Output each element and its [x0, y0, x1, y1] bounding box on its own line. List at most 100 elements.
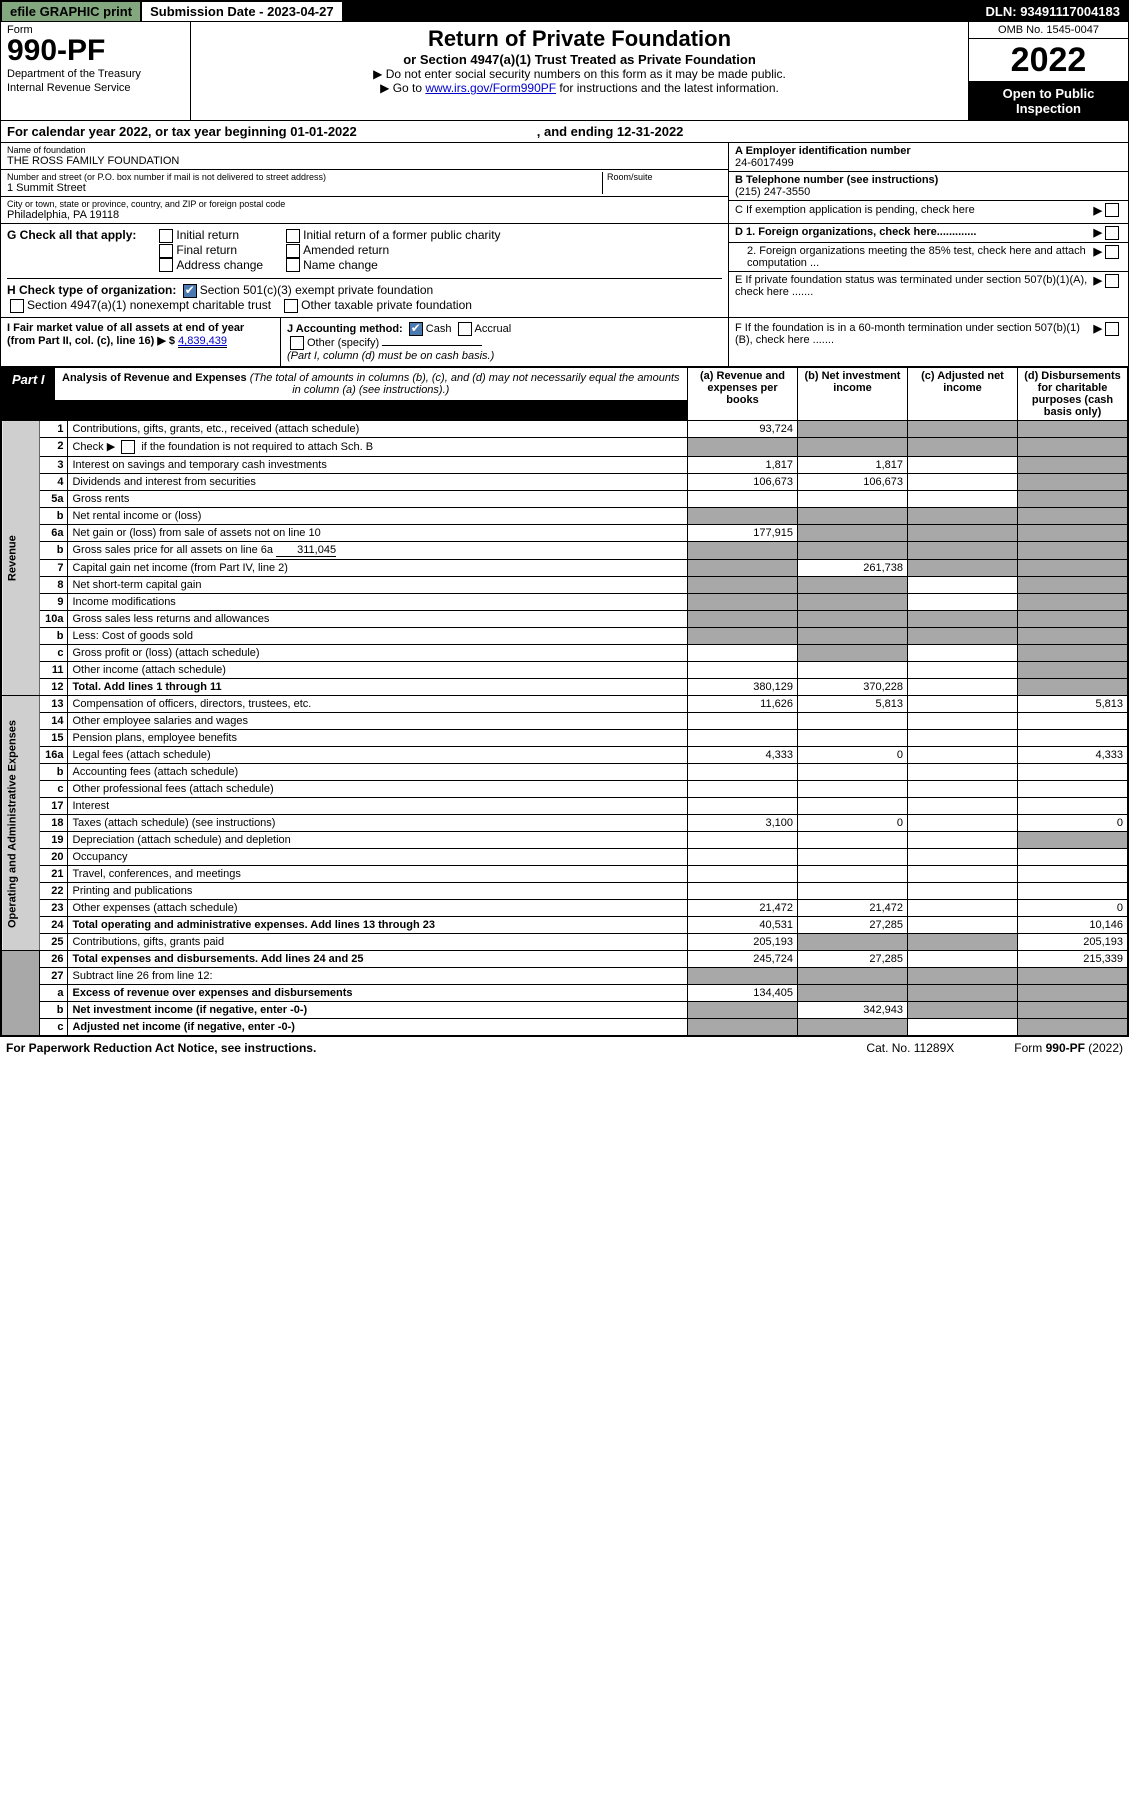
r26a: 245,724 — [688, 951, 798, 968]
h-o3: Other taxable private foundation — [301, 298, 472, 312]
arrow-icon: ▶ — [1094, 226, 1102, 240]
g-initial-former[interactable] — [286, 229, 300, 243]
r24b: 27,285 — [798, 917, 908, 934]
g-amended[interactable] — [286, 244, 300, 258]
l15: Pension plans, employee benefits — [68, 730, 688, 747]
d1: D 1. Foreign organizations, check here..… — [735, 226, 1094, 240]
j-other[interactable] — [290, 336, 304, 350]
name-block: Name of foundation THE ROSS FAMILY FOUND… — [1, 143, 728, 223]
h-o2: Section 4947(a)(1) nonexempt charitable … — [27, 298, 271, 312]
i-block: I Fair market value of all assets at end… — [1, 318, 281, 366]
j-block: J Accounting method: Cash Accrual Other … — [281, 318, 728, 366]
l16b: Accounting fees (attach schedule) — [68, 764, 688, 781]
r7b: 261,738 — [798, 560, 908, 577]
part1-table: Part I Analysis of Revenue and Expenses … — [1, 367, 1128, 1036]
irs: Internal Revenue Service — [7, 82, 184, 94]
l6bv: 311,045 — [276, 544, 336, 557]
addr-label: Number and street (or P.O. box number if… — [7, 172, 602, 182]
j-cash-lbl: Cash — [426, 323, 452, 335]
inst2-post: for instructions and the latest informat… — [556, 81, 779, 95]
l20: Occupancy — [68, 849, 688, 866]
r23d: 0 — [1018, 900, 1128, 917]
l14: Other employee salaries and wages — [68, 713, 688, 730]
irs-link[interactable]: www.irs.gov/Form990PF — [425, 81, 556, 95]
r24a: 40,531 — [688, 917, 798, 934]
c-label: C If exemption application is pending, c… — [735, 204, 975, 216]
l6bp: Gross sales price for all assets on line… — [72, 544, 273, 556]
l10b: Less: Cost of goods sold — [68, 628, 688, 645]
j-label: J Accounting method: — [287, 323, 403, 335]
open-badge: Open to Public Inspection — [969, 82, 1128, 120]
l18: Taxes (attach schedule) (see instruction… — [68, 815, 688, 832]
col-b: (b) Net investment income — [798, 368, 908, 421]
h-4947[interactable] — [10, 299, 24, 313]
g-name[interactable] — [286, 258, 300, 272]
g-h-block: G Check all that apply: Initial return F… — [1, 224, 728, 317]
h-501c3[interactable] — [183, 284, 197, 298]
r3b: 1,817 — [798, 457, 908, 474]
r16d: 4,333 — [1018, 747, 1128, 764]
l2p: Check ▶ — [72, 441, 115, 453]
r23b: 21,472 — [798, 900, 908, 917]
e: E If private foundation status was termi… — [735, 274, 1094, 298]
part1-note: (The total of amounts in columns (b), (c… — [250, 372, 680, 396]
ein-label: A Employer identification number — [735, 145, 1122, 157]
r27a: 134,405 — [688, 985, 798, 1002]
l10a: Gross sales less returns and allowances — [68, 611, 688, 628]
e-check[interactable] — [1105, 274, 1119, 288]
arrow-icon: ▶ — [1094, 322, 1102, 362]
i-val[interactable]: 4,839,439 — [178, 335, 227, 348]
g-opt1: Initial return — [176, 228, 239, 242]
r12b: 370,228 — [798, 679, 908, 696]
f-check[interactable] — [1105, 322, 1119, 336]
l8: Net short-term capital gain — [68, 577, 688, 594]
l23: Other expenses (attach schedule) — [68, 900, 688, 917]
l9: Income modifications — [68, 594, 688, 611]
r13b: 5,813 — [798, 696, 908, 713]
efile-badge: efile GRAPHIC print — [1, 1, 141, 22]
l2po: if the foundation is not required to att… — [141, 441, 373, 453]
tax-year: 2022 — [969, 39, 1128, 82]
submission-date: Submission Date - 2023-04-27 — [141, 1, 343, 22]
city: Philadelphia, PA 19118 — [7, 209, 722, 221]
arrow-icon: ▶ — [1094, 274, 1102, 298]
header-right: OMB No. 1545-0047 2022 Open to Public In… — [968, 22, 1128, 120]
j-accrual[interactable] — [458, 322, 472, 336]
d-e-block: D 1. Foreign organizations, check here..… — [728, 224, 1128, 317]
l27a: Excess of revenue over expenses and disb… — [68, 985, 688, 1002]
check-row: G Check all that apply: Initial return F… — [1, 224, 1128, 318]
g-final[interactable] — [159, 244, 173, 258]
d1-check[interactable] — [1105, 226, 1119, 240]
j-cash[interactable] — [409, 322, 423, 336]
g-opt2: Final return — [176, 243, 237, 257]
d2-check[interactable] — [1105, 245, 1119, 259]
h-other[interactable] — [284, 299, 298, 313]
r4a: 106,673 — [688, 474, 798, 491]
part1-title: Analysis of Revenue and Expenses — [62, 372, 247, 384]
h-o1: Section 501(c)(3) exempt private foundat… — [200, 283, 433, 297]
g-opt6: Name change — [303, 258, 378, 272]
r16a: 4,333 — [688, 747, 798, 764]
g-initial[interactable] — [159, 229, 173, 243]
l12: Total. Add lines 1 through 11 — [68, 679, 688, 696]
r18a: 3,100 — [688, 815, 798, 832]
l6a: Net gain or (loss) from sale of assets n… — [68, 525, 688, 542]
l5b: Net rental income or (loss) — [68, 508, 688, 525]
g-address[interactable] — [159, 258, 173, 272]
calendar-year: For calendar year 2022, or tax year begi… — [1, 121, 1128, 143]
h-label: H Check type of organization: — [7, 283, 176, 297]
inst2-pre: ▶ Go to — [380, 81, 425, 95]
l2-check[interactable] — [121, 440, 135, 454]
cal-mid: , and ending — [537, 124, 617, 139]
r26b: 27,285 — [798, 951, 908, 968]
l13: Compensation of officers, directors, tru… — [68, 696, 688, 713]
header-mid: Return of Private Foundation or Section … — [191, 22, 968, 120]
l1: Contributions, gifts, grants, etc., rece… — [68, 421, 688, 438]
l16c: Other professional fees (attach schedule… — [68, 781, 688, 798]
form-header: Form 990-PF Department of the Treasury I… — [1, 22, 1128, 121]
c-checkbox[interactable] — [1105, 203, 1119, 217]
city-label: City or town, state or province, country… — [7, 199, 722, 209]
r12a: 380,129 — [688, 679, 798, 696]
foundation-name: THE ROSS FAMILY FOUNDATION — [7, 155, 722, 167]
l25: Contributions, gifts, grants paid — [68, 934, 688, 951]
